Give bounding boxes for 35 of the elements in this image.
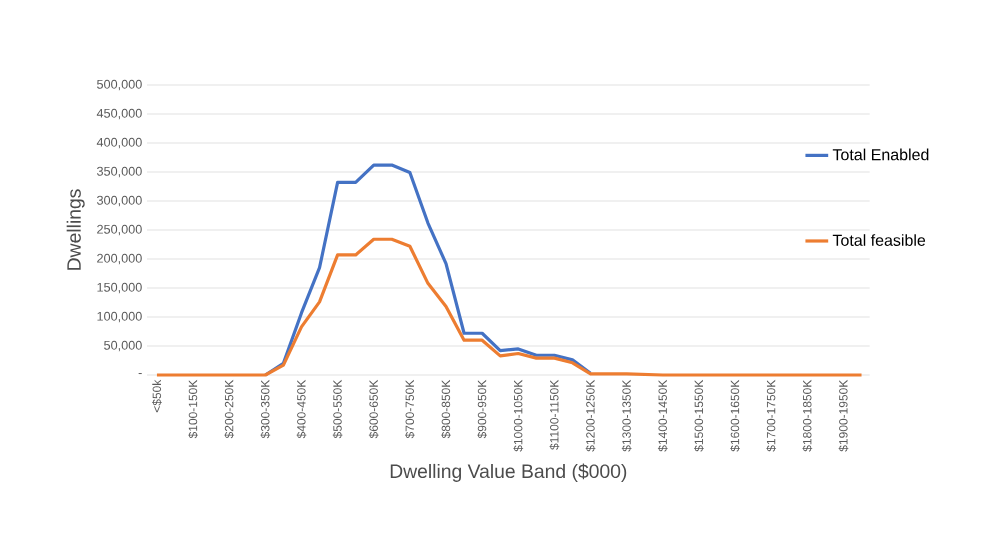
x-tick-label: $700-750K xyxy=(405,379,415,439)
x-tick-label: $1000-1050K xyxy=(513,379,524,452)
y-tick-label: 50,000 xyxy=(104,340,142,352)
y-tick-label: 300,000 xyxy=(96,195,142,207)
legend-label: Total Enabled xyxy=(832,148,929,161)
y-tick-label: 100,000 xyxy=(97,311,142,323)
x-tick-label: $1200-1250K xyxy=(585,379,596,452)
y-tick-label: 400,000 xyxy=(96,137,142,149)
x-tick-label: $1700-1750K xyxy=(766,379,777,452)
y-axis-title: Dwellings xyxy=(66,189,85,270)
x-tick-label: $1800-1850K xyxy=(802,379,813,452)
y-tick-label: 350,000 xyxy=(96,166,142,178)
x-tick-label: $100-150K xyxy=(188,379,198,439)
x-axis-title: Dwelling Value Band ($000) xyxy=(390,463,627,482)
x-tick-label: $200-250K xyxy=(224,379,235,439)
x-tick-label: $800-850K xyxy=(441,379,451,439)
y-tick-label: 250,000 xyxy=(97,224,142,236)
x-tick-label: $1600-1650K xyxy=(730,379,740,452)
y-tick-label: 450,000 xyxy=(96,108,142,120)
x-tick-label: $1400-1450K xyxy=(657,379,668,452)
y-tick-label: 200,000 xyxy=(97,253,142,265)
x-tick-label: $1100-1150K xyxy=(549,379,560,450)
x-tick-label: $600-650K xyxy=(368,379,379,439)
x-tick-label: $1300-1350K xyxy=(621,379,632,452)
x-tick-label: <$50k xyxy=(152,379,162,413)
x-tick-label: $300-350K xyxy=(260,379,271,439)
y-tick-label: - xyxy=(138,373,142,375)
x-tick-label: $1500-1550K xyxy=(694,379,704,452)
y-tick-label: 500,000 xyxy=(97,79,142,91)
legend-label: Total feasible xyxy=(832,234,926,246)
x-tick-label: $500-550K xyxy=(332,379,343,439)
x-tick-label: $900-950K xyxy=(477,379,487,439)
x-tick-label: $1900-1950K xyxy=(838,379,849,452)
y-tick-label: 150,000 xyxy=(97,282,142,294)
x-tick-label: $400-450K xyxy=(296,379,307,439)
